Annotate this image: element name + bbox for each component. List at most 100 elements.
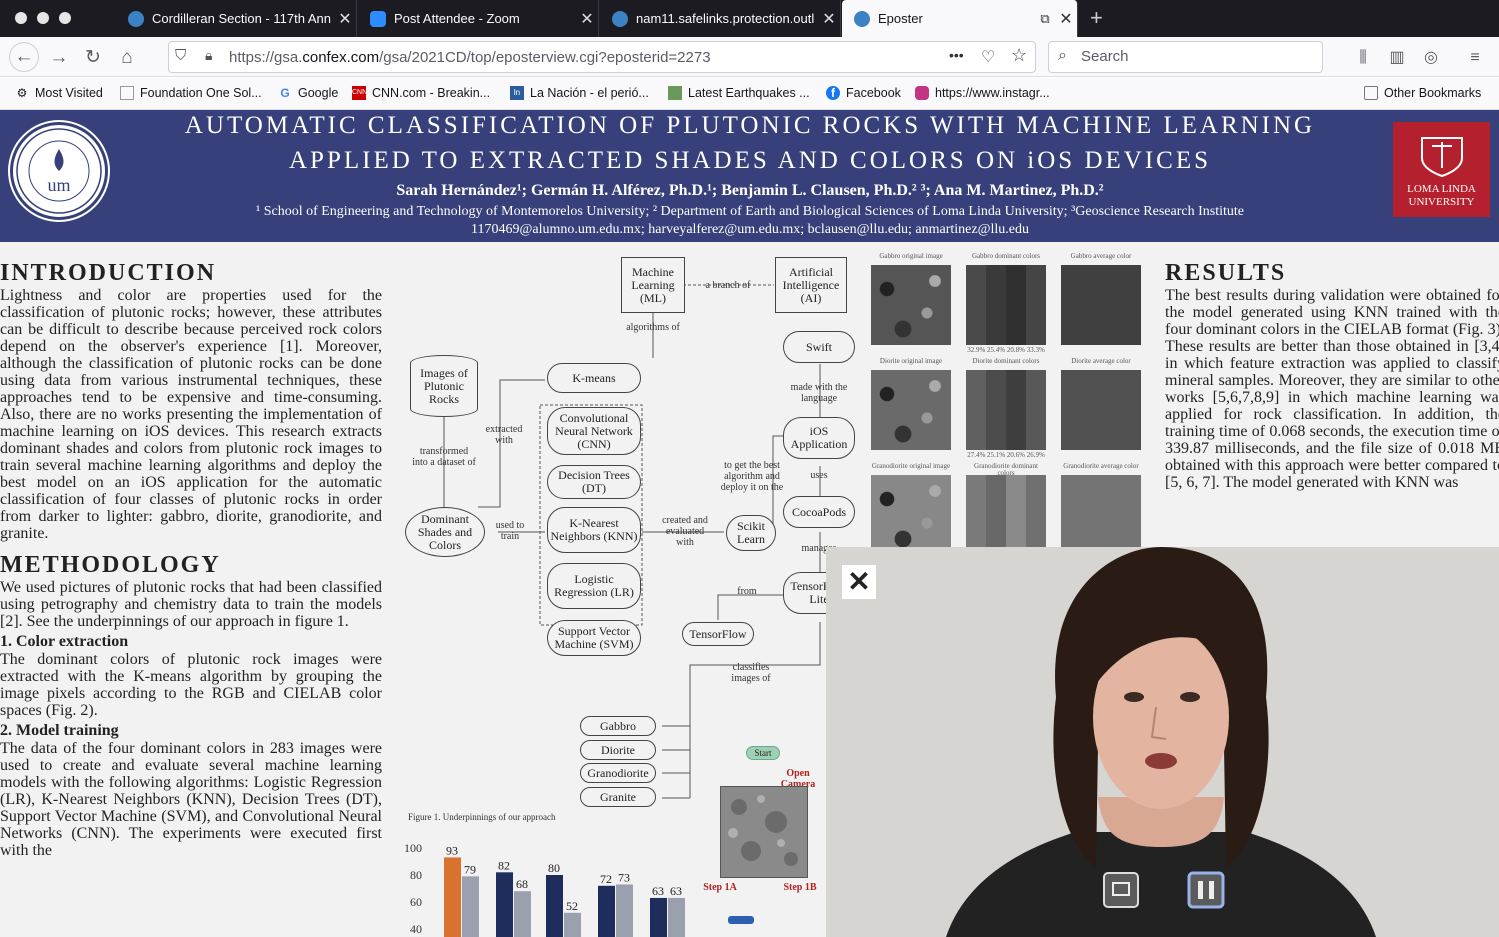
bookmark-facebook[interactable]: f Facebook — [826, 86, 901, 100]
account-icon[interactable]: ◎ — [1424, 49, 1438, 66]
dominant-percentages: 32.9% 25.4% 20.8% 33.3% — [967, 346, 1045, 354]
diagram-label-transformed: transformed into a dataset of — [412, 446, 476, 468]
bar — [668, 897, 685, 937]
pocket-icon[interactable]: ♡ — [981, 49, 996, 66]
share-screen-icon[interactable] — [1104, 873, 1138, 907]
presenter-video — [826, 547, 1499, 937]
close-video-button[interactable]: ✕ — [842, 565, 876, 599]
bookmark-cnn[interactable]: CNN CNN.com - Breakin... — [352, 86, 491, 100]
diagram-cnn: Convolutional Neural Network (CNN) — [547, 407, 641, 455]
bar — [564, 912, 581, 937]
bar — [650, 897, 667, 937]
bar-value-label: 79 — [464, 862, 476, 876]
rock-dominant-colors — [966, 475, 1046, 555]
close-icon[interactable]: ✕ — [580, 10, 594, 28]
swatch-label: Granodiorite original image — [871, 462, 951, 470]
diagram-label-branch: a branch of — [705, 280, 751, 291]
bar-value-label: 63 — [670, 884, 682, 898]
minimize-window-button[interactable] — [37, 12, 49, 24]
y-tick-label: 100 — [404, 841, 422, 855]
results-heading: RESULTS — [1165, 260, 1287, 286]
zoom-window-button[interactable] — [59, 12, 71, 24]
dominant-color-stripe — [1006, 370, 1026, 450]
new-tab-button[interactable]: + — [1090, 5, 1103, 30]
bar-value-label: 68 — [516, 877, 528, 891]
tab-cordilleran[interactable]: Cordilleran Section - 117th Ann ✕ — [116, 0, 357, 37]
zoom-video-overlay[interactable] — [826, 547, 1499, 937]
bookmark-la-nacion[interactable]: ln La Nación - el perió... — [510, 86, 649, 100]
close-window-button[interactable] — [15, 12, 27, 24]
shield-icon[interactable]: ⛉ — [175, 47, 187, 64]
back-button[interactable]: ← — [9, 42, 39, 72]
swatch-label: Gabbro original image — [879, 252, 943, 260]
bookmark-earthquakes[interactable]: Latest Earthquakes ... — [668, 86, 810, 100]
diagram-gabbro: Gabbro — [580, 716, 656, 736]
close-icon[interactable]: ✕ — [1059, 10, 1073, 28]
dominant-color-stripe — [986, 370, 1006, 450]
swatch-label: Gabbro average color — [1070, 252, 1132, 260]
tab-safelinks[interactable]: nam11.safelinks.protection.outl ✕ — [600, 0, 841, 37]
flow-mini-button — [728, 916, 754, 924]
home-button[interactable]: ⌂ — [121, 47, 133, 68]
dominant-color-stripe — [1026, 265, 1046, 345]
other-bookmarks[interactable]: Other Bookmarks — [1364, 86, 1481, 100]
hamburger-menu-icon[interactable]: ≡ — [1470, 49, 1480, 66]
lock-icon[interactable]: 🔒︎ — [205, 47, 213, 63]
montemorelos-university-seal: um — [10, 122, 108, 220]
close-icon[interactable]: ✕ — [338, 10, 352, 28]
diagram-decision-trees: Decision Trees (DT) — [547, 465, 641, 499]
diagram-connectors — [443, 284, 821, 799]
y-tick-label: 60 — [410, 895, 422, 909]
loma-linda-logo: LOMA LINDA UNIVERSITY — [1393, 122, 1490, 217]
globe-icon — [854, 10, 870, 27]
library-icon[interactable]: ⫼ — [1359, 49, 1367, 66]
dominant-color-stripe — [1026, 370, 1046, 450]
tab-eposter[interactable]: Eposter ⧉ ✕ — [842, 0, 1078, 37]
poster-title-line1: AUTOMATIC CLASSIFICATION OF PLUTONIC ROC… — [184, 112, 1316, 139]
pause-icon[interactable] — [1189, 873, 1223, 907]
reload-button[interactable]: ↻ — [85, 47, 101, 68]
gear-icon: ⚙ — [16, 86, 28, 100]
forward-button[interactable]: → — [49, 47, 69, 68]
sidebar-icon[interactable]: ▥ — [1389, 49, 1405, 66]
globe-icon — [612, 10, 628, 27]
page-actions-menu[interactable]: ••• — [949, 47, 964, 63]
bar-value-label: 82 — [498, 858, 510, 872]
poster-title-line2: APPLIED TO EXTRACTED SHADES AND COLORS O… — [288, 147, 1212, 174]
cnn-icon: CNN — [352, 86, 367, 100]
swatch-label: Diorite average color — [1071, 357, 1131, 365]
search-box[interactable]: ⌕ — [1048, 41, 1323, 73]
llu-crest-logo — [1420, 137, 1463, 178]
tab-zoom[interactable]: Post Attendee - Zoom ✕ — [358, 0, 599, 37]
diagram-diorite: Diorite — [580, 740, 656, 760]
bar — [514, 891, 531, 937]
poster-left-column: INTRODUCTION Lightness and color are pro… — [0, 260, 382, 859]
color-extraction-text: The dominant colors of plutonic rock ima… — [0, 651, 382, 719]
globe-icon — [128, 10, 144, 27]
swatch-label: Diorite dominant colors — [972, 357, 1040, 365]
methodology-heading: METHODOLOGY — [0, 552, 221, 578]
bar — [546, 875, 563, 937]
dominant-color-stripe — [966, 265, 986, 345]
bookmark-most-visited[interactable]: ⚙ Most Visited — [16, 86, 103, 100]
bookmark-instagram[interactable]: https://www.instagr... — [915, 86, 1050, 100]
close-icon[interactable]: ✕ — [822, 10, 836, 28]
navigation-toolbar: ← → ↻ ⌂ ⛉ 🔒︎ https://gsa.confex.com/gsa/… — [0, 37, 1499, 77]
university-seal-logo: um — [16, 128, 102, 214]
model-training-text: The data of the four dominant colors in … — [0, 740, 382, 859]
diagram-dominant-shades: Dominant Shades and Colors — [405, 507, 485, 557]
tab-bar: Cordilleran Section - 117th Ann ✕ Post A… — [0, 0, 1499, 37]
search-input[interactable] — [1081, 48, 1311, 65]
bookmark-foundation-one[interactable]: Foundation One Sol... — [120, 86, 262, 100]
picture-in-picture-icon[interactable]: ⧉ — [1040, 10, 1050, 26]
bookmark-google[interactable]: G Google — [278, 86, 338, 100]
diagram-label-created: created and evaluated with — [662, 515, 708, 548]
dominant-color-stripe — [966, 370, 986, 450]
rock-original-image — [871, 265, 951, 345]
diagram-images-database: Images of Plutonic Rocks — [410, 355, 478, 417]
dominant-color-stripe — [986, 265, 1006, 345]
url-bar[interactable]: ⛉ 🔒︎ https://gsa.confex.com/gsa/2021CD/t… — [168, 41, 1036, 73]
flow-open-camera: Open Camera — [780, 768, 816, 790]
diagram-artificial-intelligence: Artificial Intelligence (AI) — [775, 257, 847, 313]
bookmark-star-icon[interactable]: ☆ — [1011, 45, 1028, 65]
